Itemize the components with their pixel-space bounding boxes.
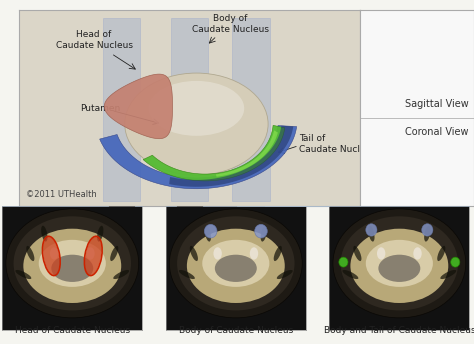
Ellipse shape	[204, 224, 217, 238]
Ellipse shape	[187, 229, 285, 303]
Ellipse shape	[215, 255, 257, 282]
PathPatch shape	[104, 74, 173, 139]
Ellipse shape	[179, 270, 195, 279]
Ellipse shape	[413, 247, 422, 260]
Ellipse shape	[26, 246, 35, 261]
Ellipse shape	[205, 226, 211, 241]
Ellipse shape	[350, 229, 448, 303]
Ellipse shape	[43, 237, 60, 275]
PathPatch shape	[100, 126, 297, 189]
Ellipse shape	[378, 255, 420, 282]
Ellipse shape	[273, 246, 282, 261]
Ellipse shape	[353, 246, 362, 261]
Text: Putamen: Putamen	[81, 104, 121, 113]
FancyBboxPatch shape	[102, 18, 140, 201]
Text: Sagittal View: Sagittal View	[405, 99, 468, 109]
FancyBboxPatch shape	[171, 18, 209, 201]
Text: ©2011 UTHealth: ©2011 UTHealth	[26, 190, 97, 198]
Ellipse shape	[50, 247, 58, 260]
Ellipse shape	[333, 209, 466, 318]
Ellipse shape	[422, 224, 433, 236]
Ellipse shape	[177, 216, 294, 310]
Ellipse shape	[51, 255, 93, 282]
Ellipse shape	[213, 247, 222, 260]
Ellipse shape	[169, 209, 302, 318]
Ellipse shape	[85, 237, 101, 275]
Ellipse shape	[366, 224, 377, 236]
Ellipse shape	[14, 216, 131, 310]
Ellipse shape	[39, 240, 106, 287]
PathPatch shape	[216, 130, 278, 177]
Ellipse shape	[190, 246, 198, 261]
Ellipse shape	[15, 270, 31, 279]
Text: Coronal View: Coronal View	[405, 127, 468, 137]
Ellipse shape	[255, 224, 267, 238]
Ellipse shape	[125, 73, 268, 175]
Ellipse shape	[202, 240, 269, 287]
Ellipse shape	[366, 240, 433, 287]
Ellipse shape	[424, 226, 430, 241]
Text: Body of Caudate Nucleus: Body of Caudate Nucleus	[179, 326, 293, 335]
FancyBboxPatch shape	[232, 18, 270, 201]
Text: Body and Tail of Caudate Nucleus: Body and Tail of Caudate Nucleus	[324, 326, 474, 335]
Text: Head of
Caudate Nucleus: Head of Caudate Nucleus	[55, 30, 133, 50]
Ellipse shape	[339, 257, 348, 267]
Ellipse shape	[149, 81, 244, 136]
Ellipse shape	[113, 270, 129, 279]
Ellipse shape	[41, 226, 47, 241]
Ellipse shape	[377, 247, 385, 260]
Ellipse shape	[86, 247, 95, 260]
Ellipse shape	[342, 270, 358, 279]
Text: Tail of
Caudate Nucleus: Tail of Caudate Nucleus	[299, 133, 376, 154]
Ellipse shape	[440, 270, 456, 279]
PathPatch shape	[143, 125, 285, 181]
Text: Head of Caudate Nucleus: Head of Caudate Nucleus	[15, 326, 130, 335]
Ellipse shape	[250, 247, 258, 260]
Ellipse shape	[23, 229, 121, 303]
Ellipse shape	[341, 216, 458, 310]
Ellipse shape	[110, 246, 118, 261]
Ellipse shape	[97, 226, 103, 241]
Ellipse shape	[437, 246, 446, 261]
Ellipse shape	[277, 270, 293, 279]
PathPatch shape	[169, 126, 293, 187]
Ellipse shape	[368, 226, 374, 241]
Text: Body of
Caudate Nucleus: Body of Caudate Nucleus	[192, 14, 269, 34]
Ellipse shape	[451, 257, 460, 267]
Ellipse shape	[261, 226, 267, 241]
Ellipse shape	[6, 209, 139, 318]
